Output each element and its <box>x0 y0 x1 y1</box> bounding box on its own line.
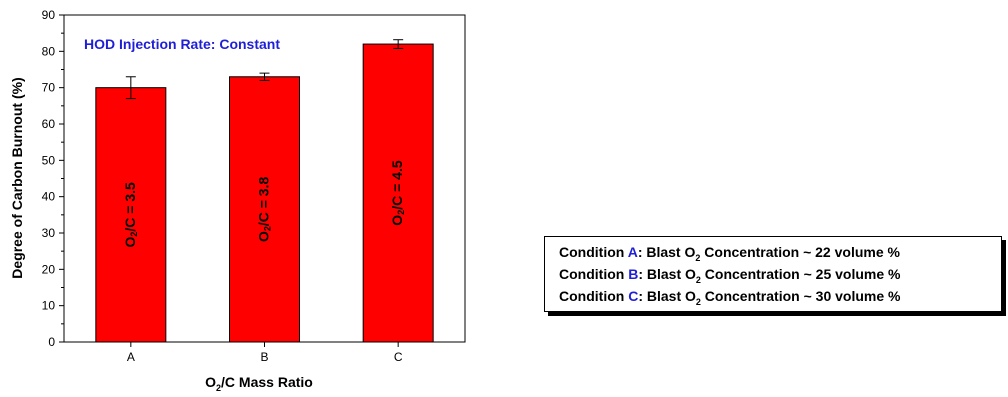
y-tick-label: 10 <box>42 299 56 313</box>
y-tick-label: 90 <box>42 8 56 22</box>
bar-c <box>362 43 434 343</box>
legend-prefix: Condition <box>559 288 629 304</box>
legend-entry-b: Condition B: Blast O2 Concentration ~ 25… <box>559 263 1001 285</box>
x-tick-label: C <box>394 350 403 364</box>
x-tick-label: A <box>127 350 135 364</box>
bar-a <box>95 87 167 343</box>
legend-suffix: Concentration ~ 30 volume % <box>700 288 901 304</box>
legend-prefix: Condition <box>559 266 629 282</box>
bar-value-label: O2/C = 3.5 <box>122 182 140 248</box>
x-axis-label: O2/C Mass Ratio <box>205 374 313 393</box>
y-tick-label: 50 <box>42 153 56 167</box>
legend-entry-a: Condition A: Blast O2 Concentration ~ 22… <box>559 241 1001 263</box>
legend-subscript: 2 <box>695 275 701 285</box>
legend-letter: A <box>627 244 638 260</box>
y-tick-label: 80 <box>42 44 56 58</box>
y-tick-label: 40 <box>42 190 56 204</box>
plot-frame <box>63 14 466 343</box>
legend: Condition A: Blast O2 Concentration ~ 22… <box>544 236 1002 312</box>
legend-mid: : Blast O <box>638 288 696 304</box>
bar-value-label: O2/C = 3.8 <box>255 177 273 243</box>
legend-letter: C <box>628 288 639 304</box>
legend-suffix: Concentration ~ 25 volume % <box>700 266 901 282</box>
y-tick-label: 30 <box>42 226 56 240</box>
y-tick-label: 70 <box>42 81 56 95</box>
y-axis-label: Degree of Carbon Burnout (%) <box>9 77 25 278</box>
y-tick-label: 60 <box>42 117 56 131</box>
legend-subscript: 2 <box>695 253 701 263</box>
y-tick-label: 20 <box>42 262 56 276</box>
legend-subscript: 2 <box>695 297 701 307</box>
chart-annotation: HOD Injection Rate: Constant <box>84 36 280 52</box>
legend-letter: B <box>628 266 639 282</box>
x-tick-label: B <box>260 350 268 364</box>
legend-mid: : Blast O <box>637 244 696 260</box>
legend-prefix: Condition <box>559 244 628 260</box>
y-tick-label: 0 <box>48 335 55 349</box>
bar-value-label: O2/C = 4.5 <box>389 160 407 226</box>
legend-suffix: Concentration ~ 22 volume % <box>700 244 900 260</box>
legend-entry-c: Condition C: Blast O2 Concentration ~ 30… <box>559 285 1001 307</box>
legend-mid: : Blast O <box>638 266 696 282</box>
